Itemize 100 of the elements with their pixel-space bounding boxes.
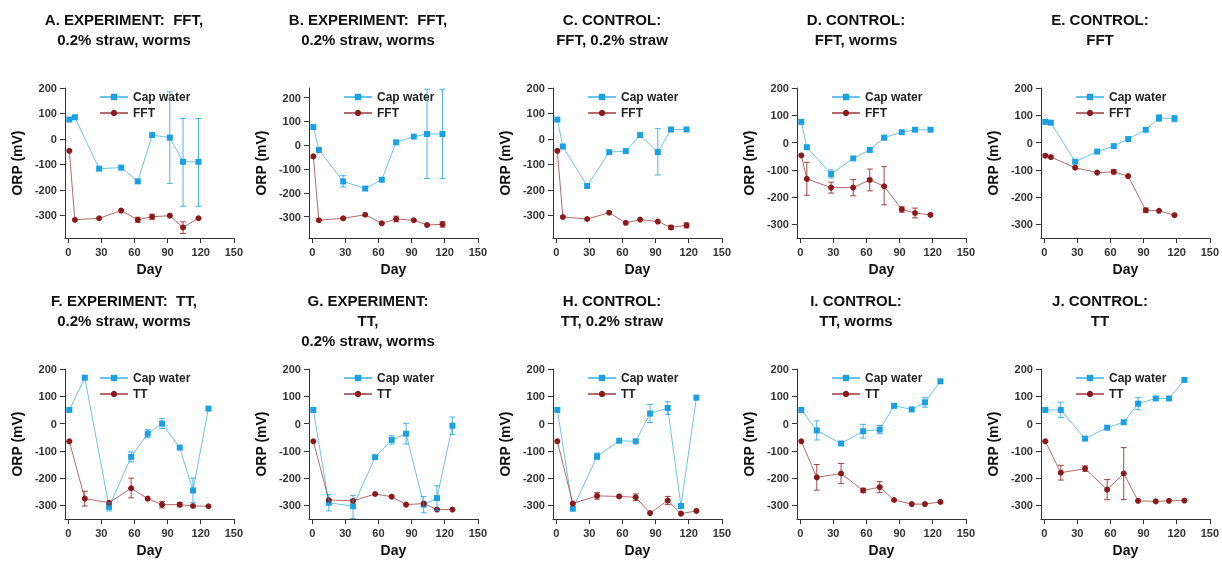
point	[362, 185, 369, 192]
legend-label: TT	[621, 387, 637, 401]
chart-title: H. CONTROL: TT, 0.2% straw	[560, 291, 664, 329]
y-tick-label: 200	[1014, 82, 1033, 94]
point	[1047, 154, 1054, 161]
chart-title: B. EXPERIMENT: FFT, 0.2% straw, worms	[288, 10, 448, 48]
x-tick-label: 120	[435, 526, 454, 539]
point	[891, 402, 898, 409]
point	[937, 498, 944, 505]
y-tick-label: 200	[282, 363, 301, 375]
point	[315, 146, 322, 153]
point	[1156, 207, 1163, 214]
x-tick-label: 0	[65, 526, 72, 539]
chart-title: G. EXPERIMENT: TT, 0.2% straw, worms	[301, 291, 435, 349]
point	[1125, 136, 1132, 143]
x-axis-title: Day	[136, 261, 163, 277]
x-tick-label: 30	[95, 526, 108, 539]
point	[677, 503, 684, 509]
x-tick-label: 90	[893, 526, 906, 539]
point	[1072, 158, 1079, 165]
point	[838, 440, 845, 447]
x-tick-label: 150	[712, 245, 731, 258]
point	[616, 437, 623, 444]
x-tick-label: 0	[1041, 245, 1048, 258]
y-tick-label: -100	[766, 444, 789, 457]
y-tick-label: -300	[34, 499, 57, 512]
point	[1110, 143, 1117, 150]
point	[637, 216, 644, 223]
x-tick-label: 30	[583, 245, 596, 258]
point	[569, 500, 576, 507]
y-tick-label: 0	[538, 417, 545, 430]
point	[449, 506, 456, 513]
point	[668, 126, 675, 133]
x-tick-label: 0	[309, 526, 316, 539]
point	[1094, 148, 1101, 155]
point	[798, 406, 805, 413]
y-axis-title: ORP (mV)	[985, 130, 1001, 196]
y-axis-title: ORP (mV)	[253, 411, 269, 477]
x-tick-label: 30	[339, 526, 352, 539]
point	[1104, 424, 1111, 431]
x-tick-label: 90	[1137, 526, 1150, 539]
point	[1142, 126, 1149, 133]
y-tick-label: -200	[1010, 472, 1033, 485]
x-tick-label: 120	[1167, 245, 1186, 258]
x-tick-label: 90	[649, 526, 662, 539]
point	[66, 438, 73, 445]
point	[891, 497, 898, 503]
point	[410, 217, 417, 224]
legend-label: Cap water	[133, 371, 191, 385]
point	[937, 378, 944, 385]
point	[134, 178, 141, 185]
x-tick-label: 90	[161, 526, 174, 539]
chart-title: D. CONTROL: FFT, worms	[806, 10, 906, 48]
point	[388, 493, 395, 500]
x-tick-label: 30	[583, 526, 596, 539]
x-tick-label: 0	[65, 245, 72, 258]
y-tick-label: -200	[1010, 191, 1033, 204]
x-axis-title: Day	[868, 261, 895, 277]
x-tick-label: 60	[1104, 526, 1117, 539]
point	[378, 220, 385, 227]
x-tick-label: 30	[827, 526, 840, 539]
y-axis-title: ORP (mV)	[253, 130, 269, 196]
legend-label: Cap water	[621, 90, 679, 104]
point	[362, 211, 369, 218]
x-tick-label: 120	[679, 526, 698, 539]
legend-label: FFT	[377, 106, 400, 120]
chart-title: C. CONTROL: FFT, 0.2% straw	[556, 10, 669, 48]
legend-label: TT	[133, 387, 149, 401]
chart-title: A. EXPERIMENT: FFT, 0.2% straw, worms	[44, 10, 204, 48]
y-tick-label: -200	[766, 191, 789, 204]
x-tick-label: 120	[923, 245, 942, 258]
point	[393, 139, 400, 146]
y-tick-label: 200	[38, 82, 57, 94]
point	[1042, 118, 1049, 125]
x-tick-label: 60	[372, 245, 385, 258]
x-tick-label: 90	[405, 526, 418, 539]
point	[554, 406, 561, 413]
y-tick-label: -300	[1010, 218, 1033, 231]
x-tick-label: 120	[1167, 526, 1186, 539]
y-tick-label: -200	[278, 472, 301, 485]
x-tick-label: 0	[553, 526, 560, 539]
legend-label: Cap water	[377, 90, 435, 104]
y-tick-label: 0	[50, 417, 57, 430]
y-axis-title: ORP (mV)	[741, 411, 757, 477]
point	[554, 116, 561, 123]
x-tick-label: 90	[405, 245, 418, 258]
x-tick-label: 120	[191, 526, 210, 539]
point	[1082, 435, 1089, 442]
x-axis-title: Day	[624, 261, 651, 277]
y-tick-label: 100	[526, 390, 545, 403]
point	[310, 406, 317, 413]
y-tick-label: -100	[278, 444, 301, 457]
y-axis-title: ORP (mV)	[741, 130, 757, 196]
x-axis-title: Day	[380, 542, 407, 558]
y-tick-label: 100	[1014, 390, 1033, 403]
x-tick-label: 30	[827, 245, 840, 258]
y-tick-label: -300	[1010, 499, 1033, 512]
legend-label: Cap water	[865, 371, 923, 385]
point	[622, 219, 629, 226]
y-tick-label: 100	[770, 390, 789, 403]
